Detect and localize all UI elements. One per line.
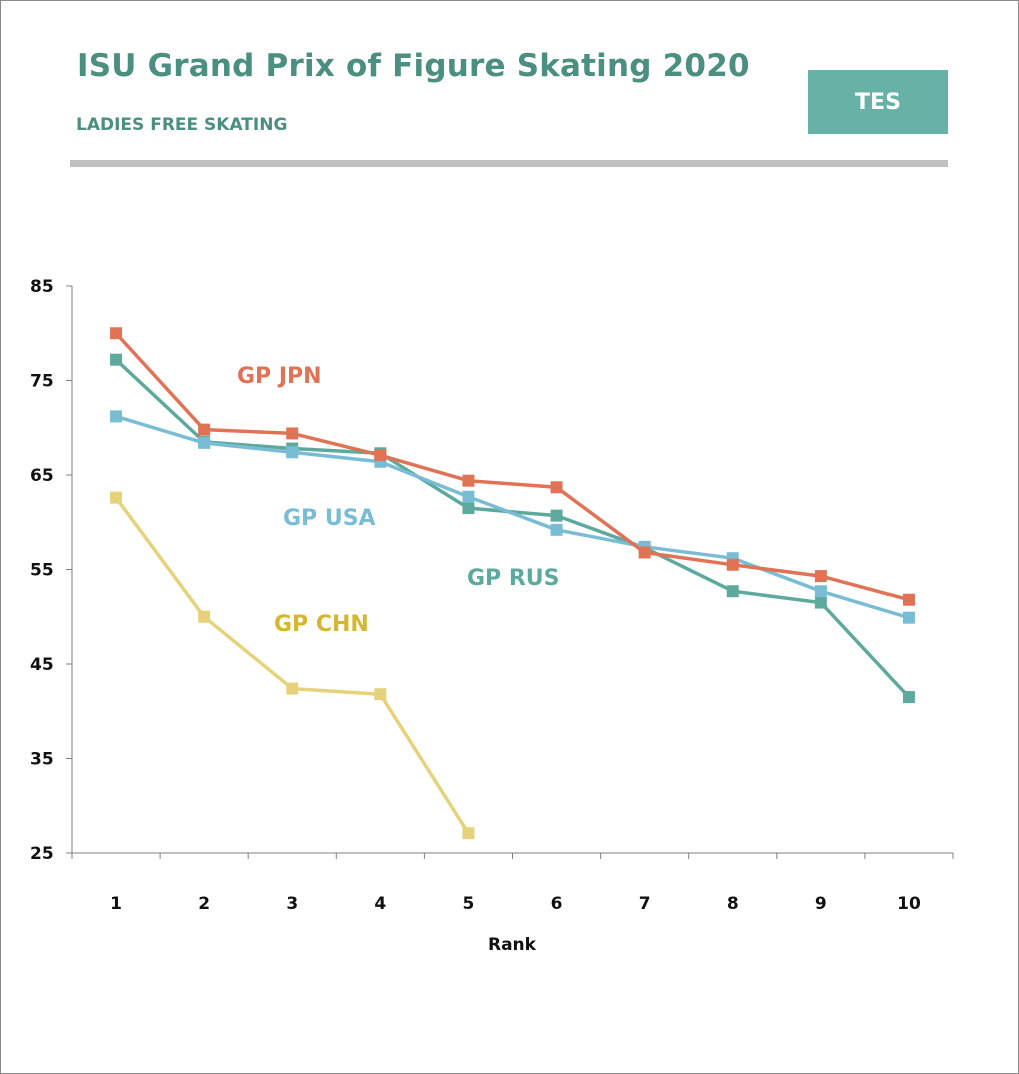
data-point: [110, 353, 123, 366]
x-tick-label: 7: [639, 894, 651, 914]
series-gp-jpn: [110, 327, 915, 606]
data-point: [110, 491, 123, 504]
x-tick-label: 2: [198, 894, 210, 914]
data-point: [726, 558, 739, 571]
y-tick-label: 85: [30, 277, 54, 297]
data-point: [198, 436, 211, 449]
data-point: [814, 570, 827, 583]
x-axis-title: Rank: [488, 935, 537, 955]
data-point: [462, 827, 475, 840]
data-point: [110, 410, 123, 423]
series-label: GP CHN: [274, 612, 369, 637]
x-tick-label: 3: [286, 894, 298, 914]
series-gp-chn: [110, 491, 475, 840]
data-point: [550, 523, 563, 536]
x-tick-label: 6: [551, 894, 563, 914]
data-point: [374, 688, 387, 701]
y-tick-label: 55: [30, 561, 54, 581]
series-line: [114, 496, 470, 835]
y-tick-label: 45: [30, 655, 54, 675]
x-tick-label: 5: [463, 894, 475, 914]
data-point: [286, 446, 299, 459]
data-point: [462, 474, 475, 487]
data-point: [110, 327, 123, 340]
chart-subtitle: LADIES FREE SKATING: [76, 115, 288, 135]
x-tick-label: 1: [110, 894, 122, 914]
series-gp-rus: [110, 353, 915, 704]
x-tick-label: 9: [815, 894, 827, 914]
data-point: [550, 509, 563, 522]
tes-badge: TES: [808, 70, 948, 134]
x-tick-label: 10: [897, 894, 921, 914]
data-point: [198, 610, 211, 623]
x-tick-label: 8: [727, 894, 739, 914]
y-tick-label: 65: [30, 466, 54, 486]
series-label: GP USA: [283, 506, 376, 531]
data-point: [902, 611, 915, 624]
chart-title: ISU Grand Prix of Figure Skating 2020: [77, 48, 750, 84]
series-label: GP JPN: [237, 364, 322, 389]
data-point: [462, 490, 475, 503]
y-tick-label: 35: [30, 750, 54, 770]
data-point: [462, 502, 475, 515]
data-point: [726, 585, 739, 598]
data-point: [902, 593, 915, 606]
x-tick-label: 4: [374, 894, 386, 914]
header-divider: [70, 160, 948, 167]
data-point: [638, 546, 651, 559]
series-line: [115, 414, 910, 620]
series-label: GP RUS: [467, 566, 560, 591]
data-point: [286, 682, 299, 695]
y-tick-label: 25: [30, 844, 54, 864]
series-line: [114, 358, 911, 699]
series-gp-usa: [110, 410, 915, 624]
data-point: [814, 596, 827, 609]
y-tick-label: 75: [30, 372, 54, 392]
data-point: [198, 423, 211, 436]
data-point: [902, 691, 915, 704]
chart-series-labels: GP CHN GP RUS GP USA GP JPN: [237, 364, 560, 637]
data-point: [814, 585, 827, 598]
data-point: [374, 449, 387, 462]
chart-series: [110, 327, 915, 840]
series-line: [114, 332, 910, 602]
data-point: [550, 481, 563, 494]
data-point: [286, 427, 299, 440]
